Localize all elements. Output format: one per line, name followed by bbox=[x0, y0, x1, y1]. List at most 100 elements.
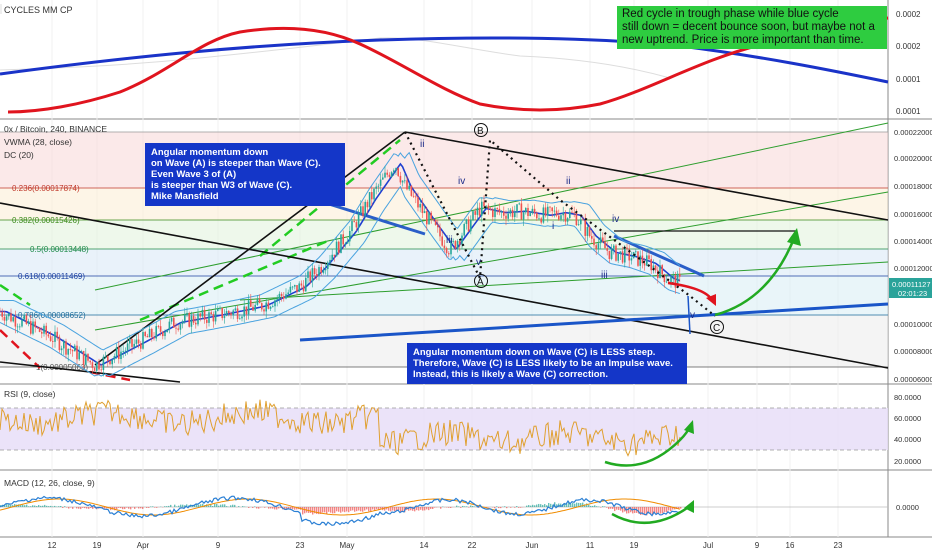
macd-histogram-bar bbox=[256, 507, 257, 508]
candle-body bbox=[527, 208, 529, 216]
candle-body bbox=[87, 354, 89, 361]
candle-body bbox=[576, 213, 578, 225]
fib-label: 0.236(0.00017874) bbox=[12, 184, 80, 193]
candle-body bbox=[386, 173, 388, 175]
macd-histogram-bar bbox=[680, 507, 681, 509]
wave-label: v bbox=[476, 257, 481, 268]
candle-body bbox=[83, 351, 85, 365]
candle-body bbox=[296, 285, 298, 292]
candle-body bbox=[193, 316, 195, 323]
macd-histogram-bar bbox=[66, 507, 67, 508]
candle-body bbox=[162, 332, 164, 336]
candle-body bbox=[591, 236, 593, 239]
macd-histogram-bar bbox=[600, 507, 601, 508]
candle-body bbox=[116, 347, 118, 356]
macd-histogram-bar bbox=[154, 507, 155, 508]
candle-body bbox=[558, 216, 560, 220]
candle-body bbox=[336, 242, 338, 257]
candle-body bbox=[305, 278, 307, 291]
price-tick-label: 0.00012000 bbox=[894, 264, 932, 273]
candle-body bbox=[540, 218, 542, 222]
macd-histogram-bar bbox=[618, 507, 619, 510]
candle-body bbox=[444, 246, 446, 248]
candle-body bbox=[362, 206, 364, 215]
candle-body bbox=[160, 326, 162, 332]
candle-body bbox=[428, 213, 430, 224]
macd-histogram-bar bbox=[330, 507, 331, 513]
macd-histogram-bar bbox=[46, 506, 47, 507]
candle-body bbox=[635, 251, 637, 252]
price-tick-label: 0.00016000 bbox=[894, 210, 932, 219]
fib-zone bbox=[0, 132, 888, 188]
macd-histogram-bar bbox=[182, 505, 183, 507]
macd-histogram-bar bbox=[222, 504, 223, 507]
candle-body bbox=[419, 204, 421, 207]
candle-body bbox=[367, 202, 369, 207]
candle-body bbox=[595, 245, 597, 249]
candle-body bbox=[347, 241, 349, 243]
candle-body bbox=[210, 312, 212, 314]
candle-body bbox=[259, 299, 261, 303]
candle-body bbox=[138, 340, 140, 344]
candle-body bbox=[100, 370, 102, 371]
macd-histogram-bar bbox=[178, 506, 179, 507]
candle-body bbox=[219, 308, 221, 309]
candle-body bbox=[257, 299, 259, 305]
macd-histogram-bar bbox=[326, 507, 327, 514]
macd-histogram-bar bbox=[174, 505, 175, 507]
candle-body bbox=[562, 213, 564, 215]
candle-body bbox=[92, 362, 94, 368]
candle-body bbox=[63, 341, 65, 348]
macd-tick-label: 0.0000 bbox=[896, 503, 919, 512]
candle-body bbox=[397, 168, 399, 176]
macd-histogram-bar bbox=[348, 507, 349, 512]
macd-histogram-bar bbox=[464, 506, 465, 507]
macd-histogram-bar bbox=[38, 505, 39, 507]
candle-body bbox=[43, 326, 45, 334]
candle-body bbox=[89, 361, 91, 363]
candle-body bbox=[153, 337, 155, 338]
candle-body bbox=[120, 352, 122, 359]
candle-body bbox=[270, 307, 272, 309]
candle-body bbox=[292, 287, 294, 288]
candle-body bbox=[521, 203, 523, 219]
time-tick-label: May bbox=[339, 541, 354, 550]
candle-body bbox=[448, 253, 450, 254]
rsi-tick-label: 20.0000 bbox=[894, 457, 921, 466]
candle-body bbox=[45, 326, 47, 335]
candle-body bbox=[204, 310, 206, 320]
candle-body bbox=[109, 361, 111, 364]
macd-histogram-bar bbox=[346, 507, 347, 511]
macd-histogram-bar bbox=[540, 504, 541, 507]
macd-histogram-bar bbox=[428, 507, 429, 510]
macd-histogram-bar bbox=[80, 507, 81, 509]
macd-histogram-bar bbox=[664, 507, 665, 512]
macd-histogram-bar bbox=[596, 506, 597, 507]
candle-body bbox=[118, 347, 120, 359]
candle-body bbox=[556, 211, 558, 216]
fib-label: 0.618(0.00011469) bbox=[18, 272, 85, 281]
price-tick-label: 0.00008000 bbox=[894, 347, 932, 356]
macd-histogram-bar bbox=[450, 507, 451, 508]
candle-body bbox=[492, 209, 494, 217]
wave-label: iii bbox=[446, 235, 453, 246]
candle-body bbox=[644, 263, 646, 265]
candle-body bbox=[129, 339, 131, 343]
macd-histogram-bar bbox=[394, 507, 395, 511]
time-tick-label: 11 bbox=[586, 541, 595, 550]
macd-histogram-bar bbox=[312, 507, 313, 515]
candle-body bbox=[206, 320, 208, 323]
candle-body bbox=[567, 218, 569, 222]
macd-histogram-bar bbox=[520, 507, 521, 508]
macd-histogram-bar bbox=[390, 507, 391, 511]
macd-histogram-bar bbox=[462, 506, 463, 507]
candle-body bbox=[228, 311, 230, 313]
candle-body bbox=[351, 221, 353, 231]
macd-histogram-bar bbox=[518, 507, 519, 508]
macd-histogram-bar bbox=[214, 504, 215, 507]
macd-histogram-bar bbox=[582, 503, 583, 507]
macd-histogram-bar bbox=[78, 507, 79, 509]
candle-body bbox=[675, 275, 677, 287]
